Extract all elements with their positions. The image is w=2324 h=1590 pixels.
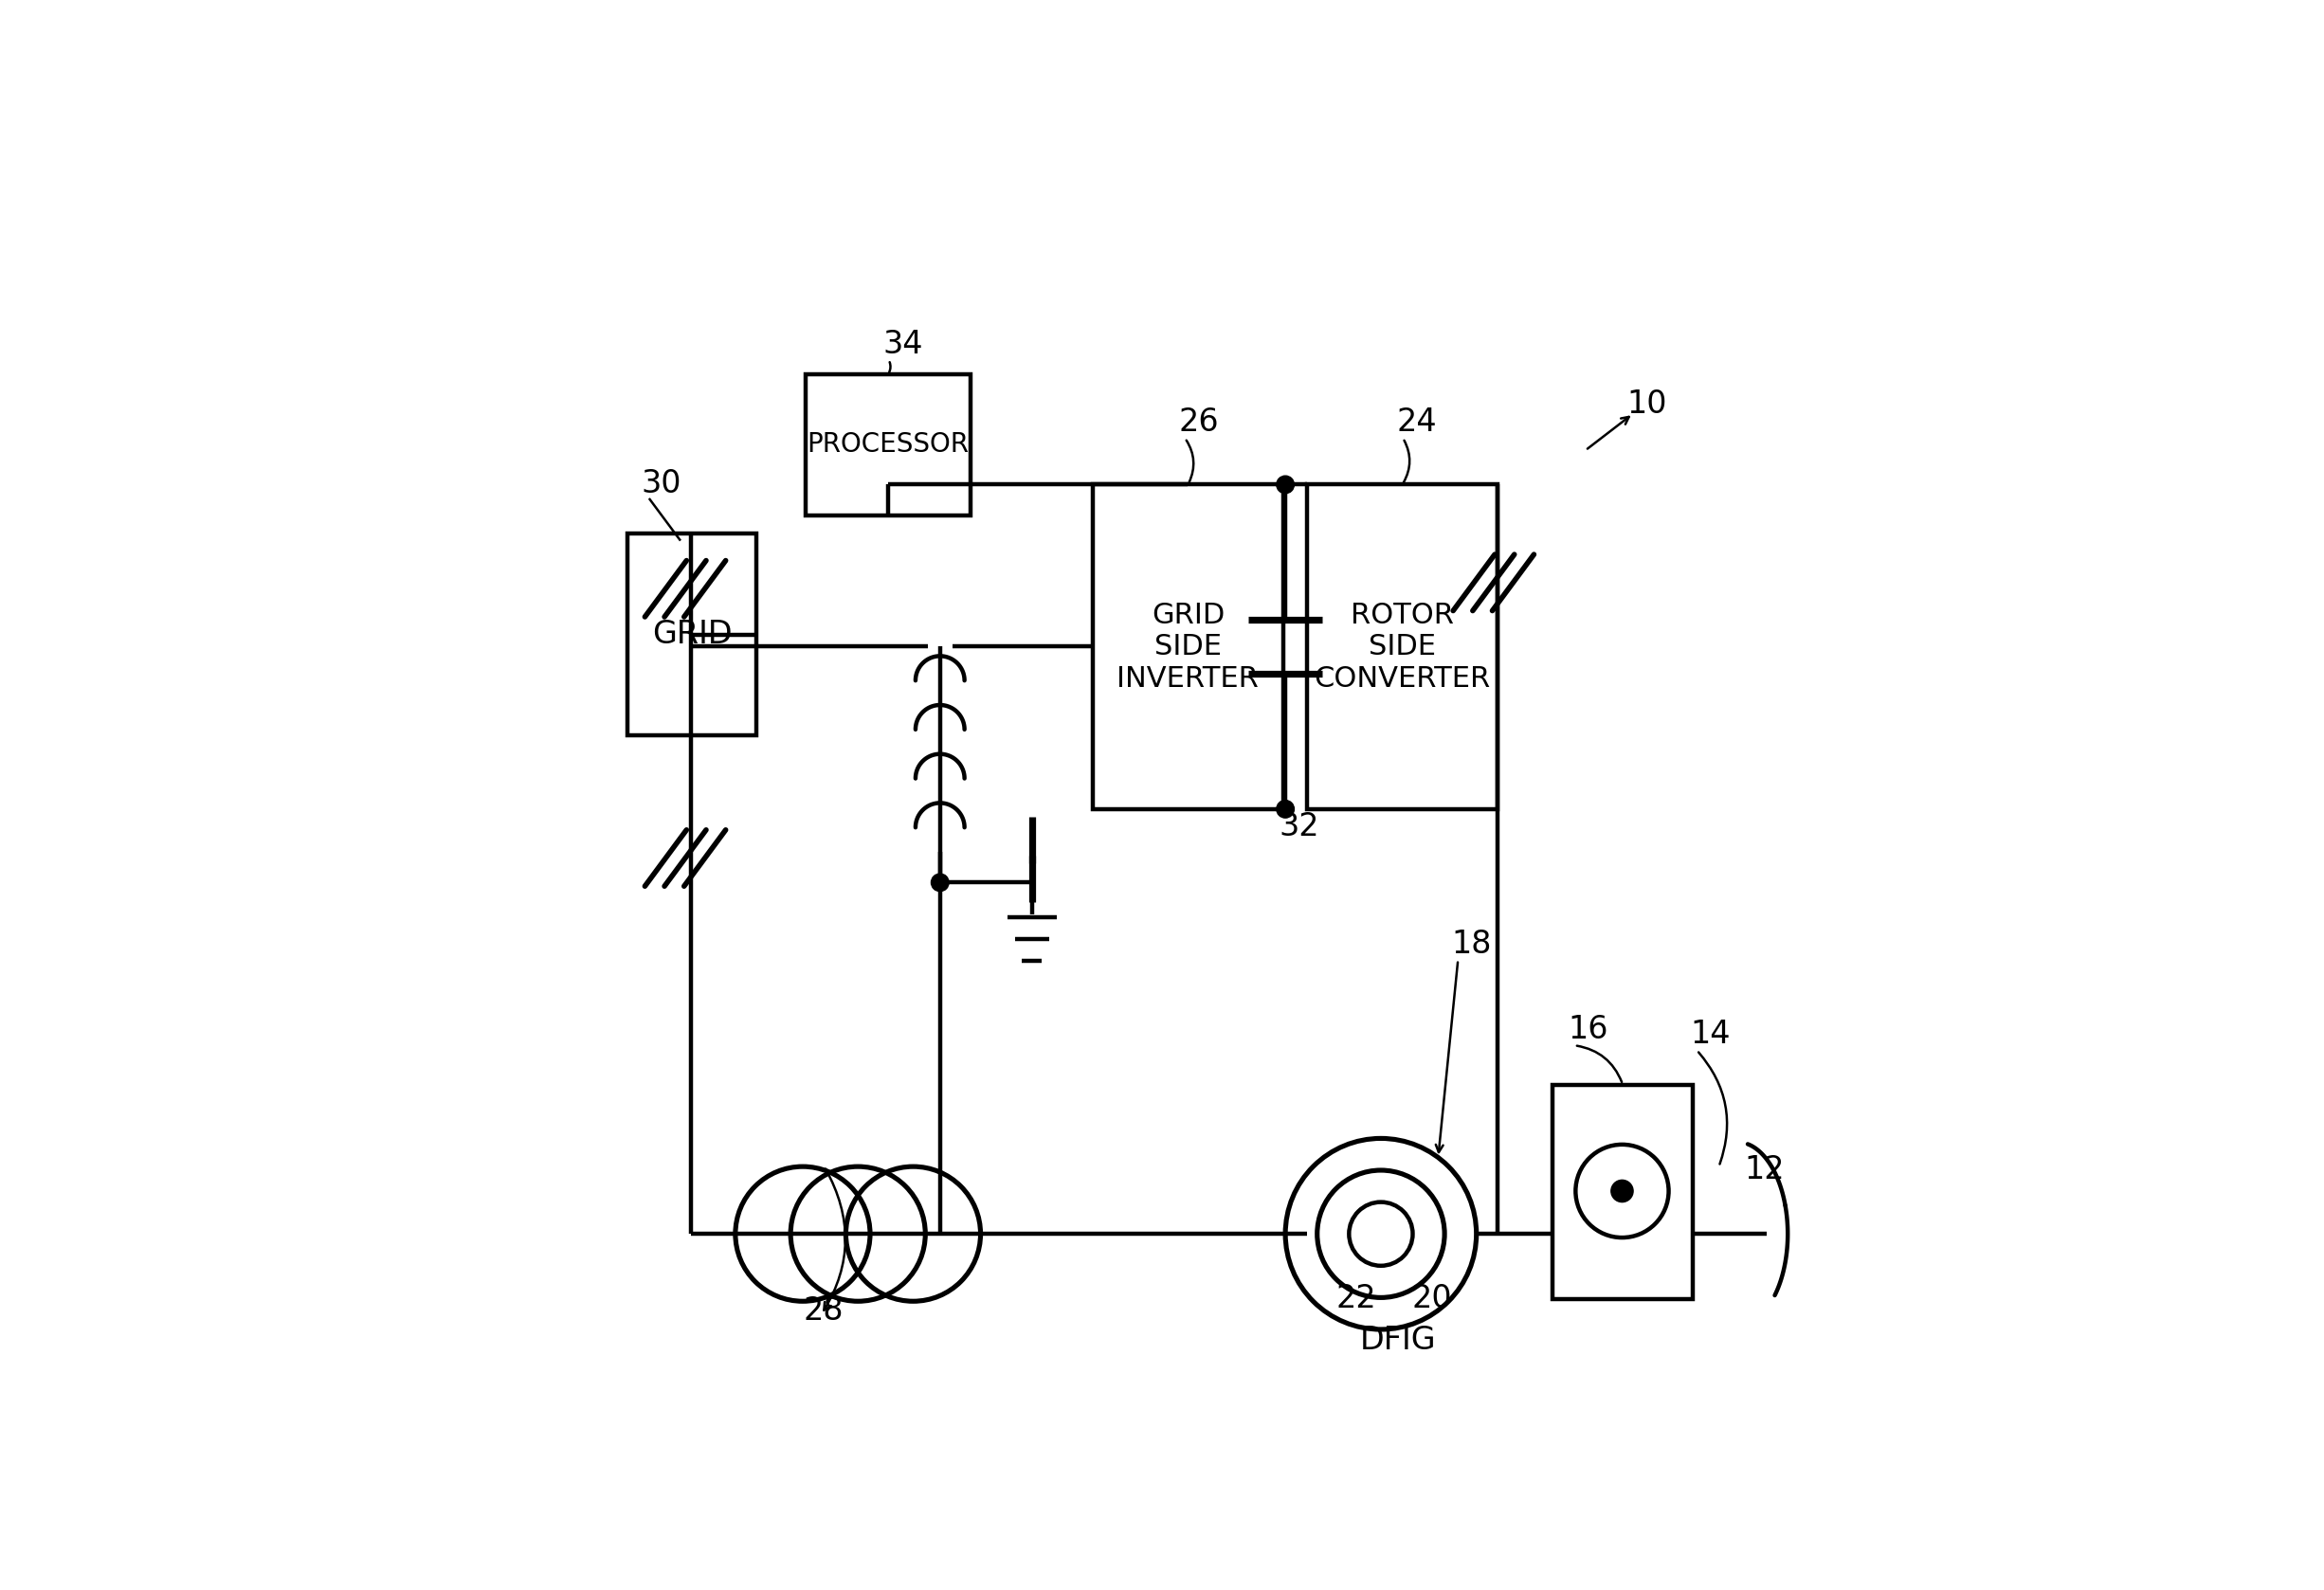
Bar	[627, 534, 755, 736]
Bar	[1552, 1084, 1694, 1299]
Text: 34: 34	[883, 329, 923, 359]
Text: 26: 26	[1178, 407, 1220, 439]
Text: 20: 20	[1411, 1283, 1452, 1315]
Text: 12: 12	[1745, 1154, 1785, 1185]
Text: 18: 18	[1452, 929, 1492, 960]
Text: 24: 24	[1397, 407, 1436, 439]
Bar	[1308, 485, 1497, 809]
Circle shape	[1276, 475, 1294, 493]
Text: ROTOR
SIDE
CONVERTER: ROTOR SIDE CONVERTER	[1313, 601, 1490, 692]
Bar	[806, 374, 971, 515]
Text: GRID: GRID	[653, 619, 732, 650]
Circle shape	[1611, 1180, 1634, 1202]
Circle shape	[932, 875, 948, 892]
Text: 16: 16	[1569, 1014, 1608, 1045]
Text: 28: 28	[802, 1296, 844, 1328]
Text: DFIG: DFIG	[1360, 1324, 1436, 1356]
Text: 10: 10	[1627, 388, 1666, 420]
Text: 22: 22	[1336, 1283, 1376, 1315]
Circle shape	[1276, 800, 1294, 817]
Bar	[1092, 485, 1283, 809]
Text: 32: 32	[1278, 811, 1320, 843]
Text: 14: 14	[1690, 1019, 1731, 1051]
Text: PROCESSOR: PROCESSOR	[806, 431, 969, 458]
Text: 30: 30	[641, 467, 681, 499]
Text: GRID
SIDE
INVERTER: GRID SIDE INVERTER	[1118, 601, 1260, 692]
